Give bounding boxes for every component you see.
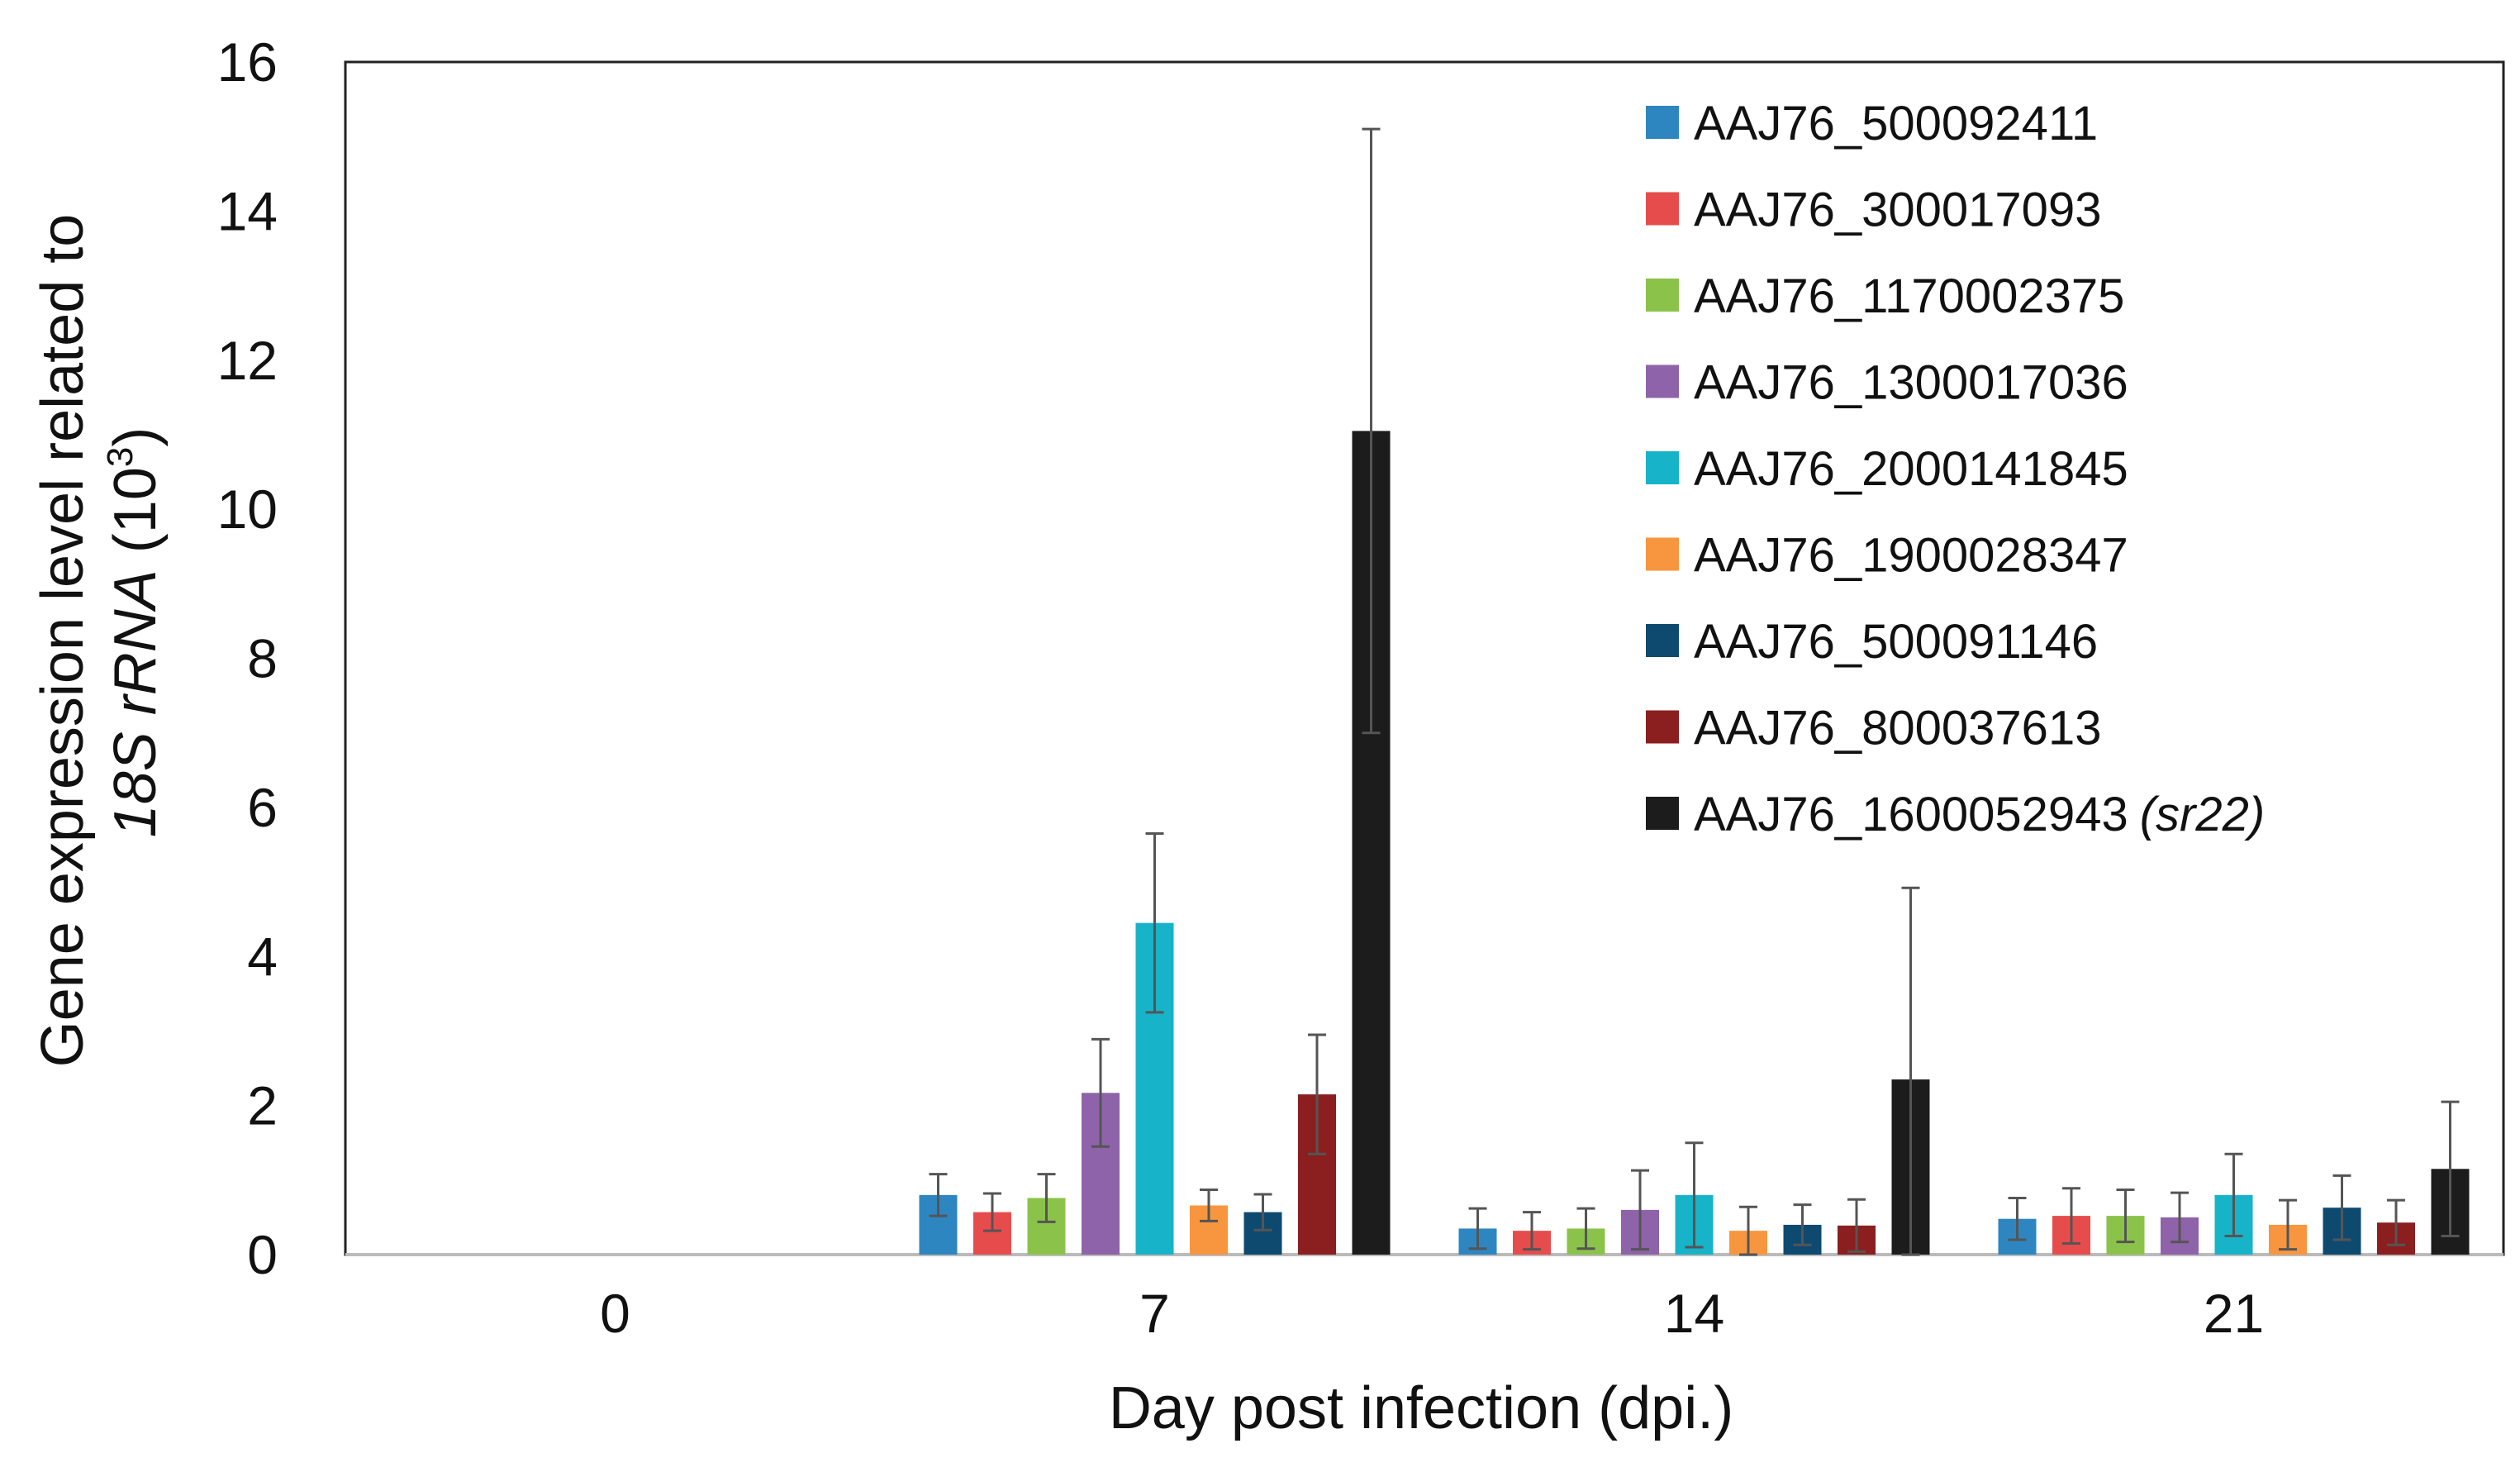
legend-label: AAJ76_500092411 — [1694, 97, 2098, 150]
y-axis-title-unit-close: ) — [102, 427, 169, 447]
y-tick-label: 8 — [247, 628, 278, 689]
legend-label: AAJ76_1300017036 — [1694, 356, 2128, 410]
legend-swatch — [1646, 797, 1679, 830]
y-axis-title-unit: (10 — [102, 467, 169, 553]
x-tick-label: 0 — [600, 1283, 630, 1344]
legend-label: AAJ76_2000141845 — [1694, 442, 2128, 496]
legend-swatch — [1646, 710, 1679, 744]
y-tick-label: 12 — [217, 330, 278, 391]
legend-label: AAJ76_800037613 — [1694, 702, 2101, 755]
legend: AAJ76_500092411 AAJ76_300017093 AAJ76_1170… — [1646, 97, 2265, 841]
x-axis: 0 7 14 21 — [600, 1283, 2264, 1344]
y-axis-title-line1: Gene expression level related to — [30, 214, 96, 1068]
y-tick-label: 4 — [247, 926, 278, 987]
legend-label: AAJ76_1900028347 — [1694, 529, 2128, 583]
legend-label: AAJ76_300017093 — [1694, 183, 2101, 237]
x-tick-label: 21 — [2204, 1283, 2264, 1344]
x-axis-title: Day post infection (dpi.) — [1109, 1375, 1733, 1441]
legend-label: AAJ76_1170002375 — [1694, 269, 2124, 323]
y-tick-label: 2 — [247, 1075, 278, 1136]
legend-swatch — [1646, 451, 1679, 484]
y-axis: 0 2 4 6 8 10 12 14 16 — [217, 31, 278, 1285]
legend-swatch — [1646, 192, 1679, 226]
legend-swatch — [1646, 279, 1679, 312]
y-tick-label: 16 — [217, 31, 278, 93]
plot-border — [344, 60, 2505, 1256]
y-axis-title: Gene expression level related to 18S rRN… — [30, 198, 169, 1068]
y-axis-title-exponent: 3 — [100, 447, 140, 467]
x-tick-label: 14 — [1664, 1283, 1724, 1344]
legend-swatch — [1646, 537, 1679, 571]
legend-label: AAJ76_1600052943 (sr22) — [1694, 788, 2265, 841]
legend-swatch — [1646, 624, 1679, 657]
y-axis-title-line2: 18S rRNA (103) — [100, 427, 169, 838]
legend-swatch — [1646, 364, 1679, 398]
legend-label: AAJ76_500091146 — [1694, 615, 2098, 669]
y-tick-label: 14 — [217, 180, 278, 241]
y-tick-label: 6 — [247, 777, 278, 838]
y-tick-label: 0 — [247, 1224, 278, 1285]
legend-label-suffix: (sr22) — [2140, 788, 2265, 841]
plot-area-frame — [344, 60, 2505, 1256]
x-tick-label: 7 — [1139, 1283, 1170, 1344]
y-axis-title-gene: 18S rRNA — [102, 569, 169, 837]
legend-swatch — [1646, 106, 1679, 139]
error-bars-layer — [929, 127, 2460, 1256]
y-tick-label: 10 — [217, 479, 278, 540]
